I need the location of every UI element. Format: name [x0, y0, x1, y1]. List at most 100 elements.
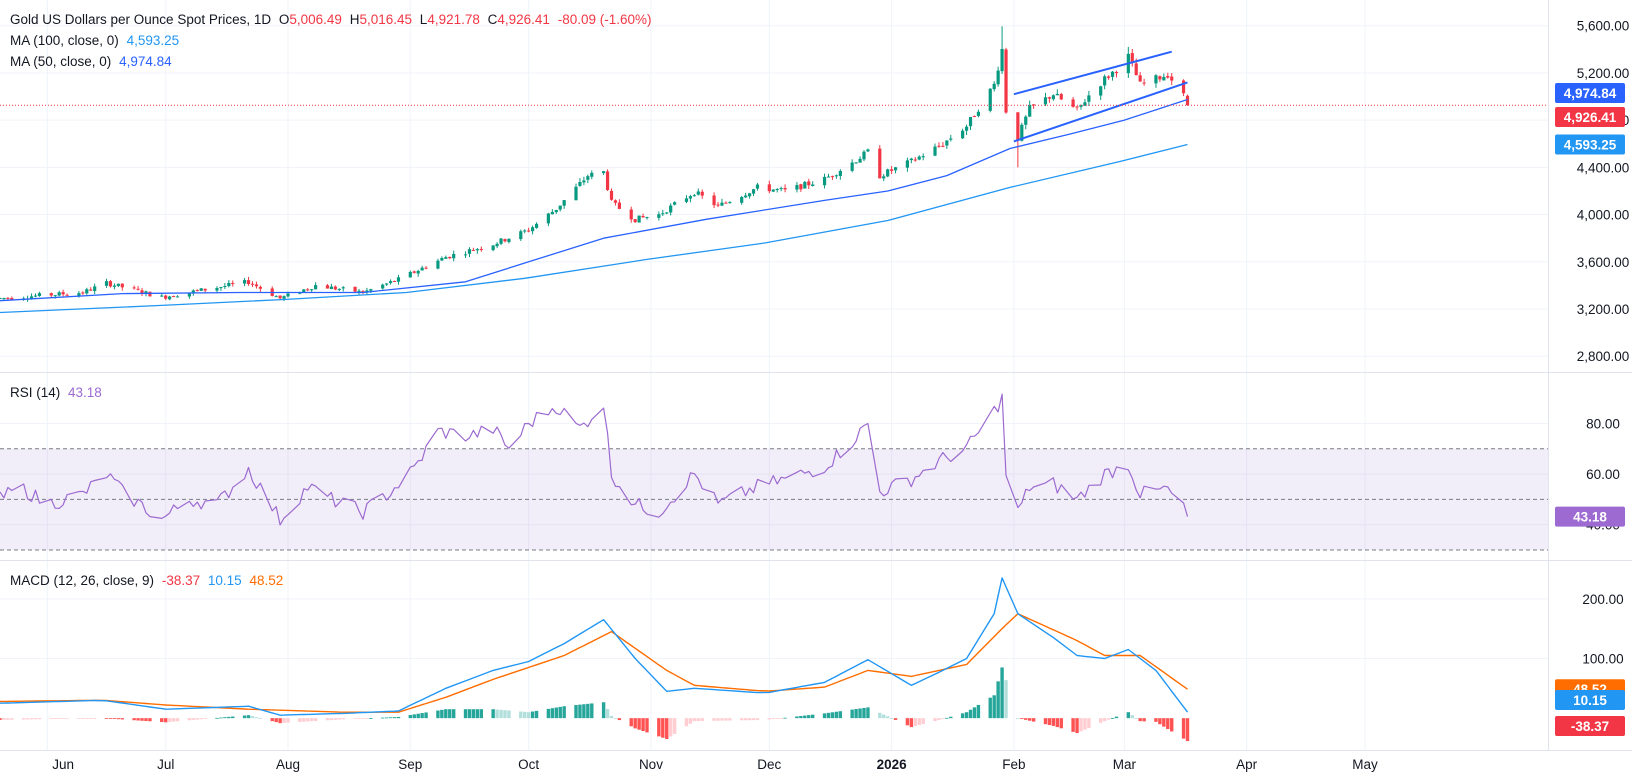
candle: [270, 286, 274, 297]
macd-histogram-bar: [665, 718, 669, 740]
macd-histogram-bar: [558, 706, 562, 719]
candle: [866, 148, 870, 153]
candle: [1142, 78, 1146, 86]
candle-body: [436, 260, 440, 269]
candle-body: [1079, 104, 1083, 107]
macd-histogram-bar: [755, 718, 760, 721]
candle: [795, 182, 799, 193]
candle-body: [357, 290, 361, 293]
candle: [81, 291, 85, 295]
candle-body: [645, 217, 649, 219]
candle: [637, 215, 641, 223]
macd-histogram-bar: [972, 707, 977, 719]
candle: [0, 297, 2, 300]
macd-histogram-bar: [491, 709, 495, 719]
candle-body: [1158, 76, 1162, 80]
candle: [657, 211, 661, 221]
candle-body: [203, 288, 207, 291]
candle-body: [605, 171, 610, 190]
candle: [452, 250, 456, 262]
macd-histogram-bar: [562, 706, 566, 719]
candle: [223, 283, 227, 290]
candle: [408, 270, 412, 278]
macd-histogram-bar: [700, 718, 704, 722]
candle: [37, 291, 42, 297]
macd-histogram-bar: [534, 710, 539, 719]
candle-body: [586, 176, 590, 180]
macd-histogram-bar: [1142, 718, 1146, 722]
close-price-tag: 4,926.41: [1555, 107, 1625, 127]
candle-body: [353, 286, 357, 292]
candle: [961, 128, 965, 140]
time-tick-label: Sep: [398, 757, 422, 772]
candle-body: [1162, 76, 1166, 81]
candle: [826, 173, 831, 178]
candle: [187, 292, 191, 299]
candle-body: [747, 193, 752, 197]
candle-body: [724, 202, 728, 204]
candle: [116, 283, 120, 288]
candle-body: [136, 288, 140, 290]
macd-histogram-bar: [834, 711, 839, 719]
candle: [531, 225, 535, 235]
macd-histogram-bar: [578, 704, 582, 719]
candle-body: [223, 286, 227, 288]
macd-histogram-bar: [108, 718, 113, 719]
candle-body: [65, 294, 69, 296]
candle: [381, 283, 385, 290]
candle: [136, 285, 140, 291]
candle-body: [976, 111, 981, 116]
candle: [1075, 106, 1079, 111]
macd-histogram-bar: [388, 717, 393, 719]
candle-body: [479, 248, 483, 250]
candle-body: [964, 126, 969, 131]
macd-histogram-bar: [743, 718, 748, 721]
candle-body: [866, 149, 870, 152]
candle: [527, 227, 531, 233]
macd-histogram-bar: [1114, 716, 1119, 719]
macd-histogram-bar: [751, 718, 756, 721]
candle-body: [1181, 80, 1186, 94]
candle: [917, 155, 921, 161]
candle-body: [617, 202, 621, 209]
macd-histogram-bar: [1162, 718, 1166, 727]
candle: [886, 168, 890, 178]
candle-body: [388, 281, 393, 283]
candle-body: [416, 270, 420, 274]
ohlc-low: L4,921.78: [419, 12, 480, 27]
close-price-tag-text: 4,926.41: [1564, 110, 1617, 125]
macd-histogram-bar: [830, 712, 835, 719]
ohlc-close: C4,926.41: [487, 12, 550, 27]
macd-histogram-bar: [1016, 718, 1020, 719]
candle: [164, 294, 168, 301]
candle-body: [463, 254, 468, 256]
candle: [104, 278, 109, 288]
macd-histogram-bar: [1027, 718, 1032, 721]
macd-histogram-bar: [803, 715, 807, 719]
macd-histogram-bar: [187, 718, 192, 721]
candle-body: [740, 197, 744, 203]
candle-body: [325, 285, 330, 289]
candle: [132, 285, 136, 290]
macd-histogram-bar: [21, 718, 26, 720]
candle-body: [755, 184, 760, 189]
price-tick-label: 5,600.00: [1577, 19, 1630, 34]
candle-body: [369, 289, 373, 291]
candle: [195, 289, 199, 292]
macd-histogram-bar: [270, 718, 274, 722]
macd-histogram-bar: [712, 718, 716, 721]
candle-body: [602, 171, 606, 174]
rsi-legend: RSI (14) 43.18: [10, 383, 106, 403]
candle-body: [1114, 72, 1119, 74]
price-tick-label: 2,800.00: [1577, 349, 1630, 364]
candle: [771, 189, 775, 193]
candle: [696, 188, 700, 196]
candle: [471, 247, 476, 251]
candle: [448, 256, 452, 260]
macd-histogram-bar: [396, 716, 401, 719]
candle: [783, 184, 787, 193]
time-tick-label: Oct: [518, 757, 539, 772]
macd-histogram-bar: [1185, 718, 1190, 742]
candle: [112, 283, 117, 290]
macd-histogram-bar: [838, 711, 843, 719]
